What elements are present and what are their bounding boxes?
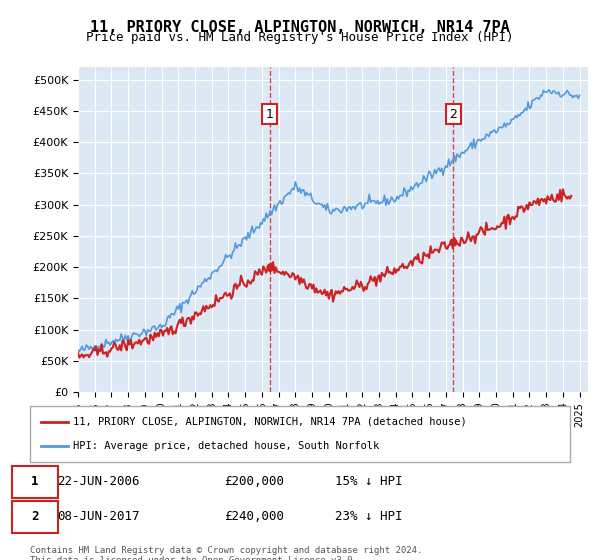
Text: 1: 1 bbox=[266, 108, 274, 120]
Text: 11, PRIORY CLOSE, ALPINGTON, NORWICH, NR14 7PA: 11, PRIORY CLOSE, ALPINGTON, NORWICH, NR… bbox=[90, 20, 510, 35]
Text: 22-JUN-2006: 22-JUN-2006 bbox=[57, 475, 140, 488]
Text: 08-JUN-2017: 08-JUN-2017 bbox=[57, 510, 140, 523]
Text: 23% ↓ HPI: 23% ↓ HPI bbox=[335, 510, 403, 523]
Text: 2: 2 bbox=[31, 510, 39, 523]
Text: HPI: Average price, detached house, South Norfolk: HPI: Average price, detached house, Sout… bbox=[73, 441, 379, 451]
FancyBboxPatch shape bbox=[30, 406, 570, 462]
FancyBboxPatch shape bbox=[12, 501, 58, 533]
Text: £240,000: £240,000 bbox=[224, 510, 284, 523]
Text: Price paid vs. HM Land Registry's House Price Index (HPI): Price paid vs. HM Land Registry's House … bbox=[86, 31, 514, 44]
Text: 1: 1 bbox=[31, 475, 39, 488]
FancyBboxPatch shape bbox=[12, 466, 58, 498]
Text: 15% ↓ HPI: 15% ↓ HPI bbox=[335, 475, 403, 488]
Text: £200,000: £200,000 bbox=[224, 475, 284, 488]
Text: 11, PRIORY CLOSE, ALPINGTON, NORWICH, NR14 7PA (detached house): 11, PRIORY CLOSE, ALPINGTON, NORWICH, NR… bbox=[73, 417, 467, 427]
Text: 2: 2 bbox=[449, 108, 457, 120]
Text: Contains HM Land Registry data © Crown copyright and database right 2024.
This d: Contains HM Land Registry data © Crown c… bbox=[30, 546, 422, 560]
